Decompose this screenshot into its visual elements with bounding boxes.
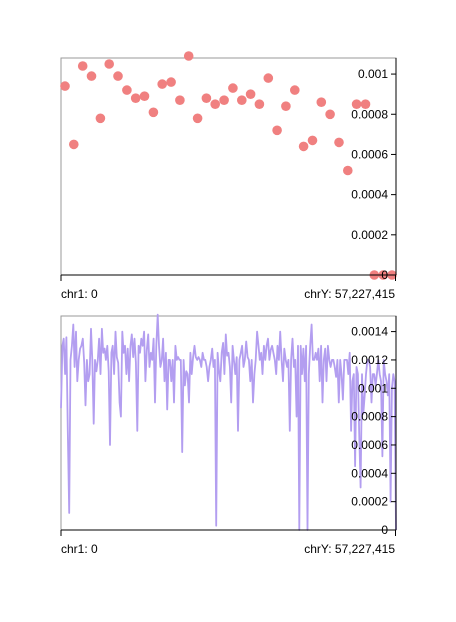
y-tick-label: 0.001 bbox=[358, 67, 388, 81]
x-end-label: chrY: 57,227,415 bbox=[304, 287, 395, 301]
scatter-point bbox=[245, 89, 256, 99]
y-tick-label: 0.0008 bbox=[351, 107, 388, 121]
series-line bbox=[60, 313, 397, 531]
scatter-point bbox=[343, 165, 353, 176]
x-start-label: chr1: 0 bbox=[61, 287, 98, 301]
scatter-point bbox=[122, 85, 132, 95]
line-panel: 00.00020.00040.00060.00080.0010.00120.00… bbox=[60, 313, 397, 556]
scatter-points bbox=[60, 51, 397, 280]
y-tick-label: 0.0004 bbox=[351, 466, 388, 480]
scatter-point bbox=[192, 113, 203, 124]
scatter-point bbox=[139, 91, 150, 101]
scatter-point bbox=[263, 73, 274, 83]
scatter-point bbox=[254, 99, 265, 109]
scatter-point bbox=[95, 113, 106, 124]
scatter-point bbox=[290, 85, 300, 95]
scatter-point bbox=[60, 81, 70, 91]
scatter-point bbox=[360, 99, 371, 109]
scatter-point bbox=[325, 109, 335, 120]
line-series bbox=[60, 313, 397, 531]
y-tick-label: 0.0008 bbox=[351, 410, 388, 424]
scatter-point bbox=[281, 101, 291, 111]
scatter-point bbox=[237, 95, 247, 105]
scatter-point bbox=[148, 107, 159, 118]
scatter-point bbox=[210, 99, 220, 109]
scatter-point bbox=[201, 93, 212, 103]
y-tick-label: 0.0004 bbox=[351, 188, 388, 202]
y-tick-label: 0.0014 bbox=[351, 325, 388, 339]
scatter-point bbox=[298, 141, 309, 152]
scatter-point bbox=[157, 79, 167, 89]
y-tick-label: 0.0002 bbox=[351, 228, 388, 242]
scatter-point bbox=[219, 95, 229, 105]
scatter-point bbox=[113, 71, 123, 81]
scatter-point bbox=[86, 71, 97, 81]
scatter-point bbox=[183, 51, 194, 61]
y-axis: 00.00020.00040.00060.00080.0010.00120.00… bbox=[351, 316, 397, 537]
y-tick-label: 0.0006 bbox=[351, 438, 388, 452]
scatter-point bbox=[316, 97, 327, 107]
scatter-point bbox=[69, 139, 79, 150]
scatter-point bbox=[272, 125, 282, 136]
x-end-label: chrY: 57,227,415 bbox=[304, 542, 395, 556]
scatter-point bbox=[334, 137, 344, 148]
scatter-point bbox=[104, 59, 114, 69]
scatter-point bbox=[351, 99, 362, 109]
scatter-point bbox=[307, 135, 318, 146]
y-tick-label: 0.0006 bbox=[351, 147, 388, 161]
scatter-point bbox=[130, 93, 141, 103]
y-tick-label: 0.0012 bbox=[351, 353, 388, 367]
x-start-label: chr1: 0 bbox=[61, 542, 98, 556]
scatter-point bbox=[175, 95, 185, 105]
scatter-point bbox=[166, 77, 176, 87]
plot-frame bbox=[60, 315, 397, 531]
y-tick-label: 0.001 bbox=[358, 381, 388, 395]
y-tick-label: 0.0002 bbox=[351, 495, 388, 509]
scatter-point bbox=[77, 61, 88, 71]
scatter-point bbox=[228, 83, 238, 93]
